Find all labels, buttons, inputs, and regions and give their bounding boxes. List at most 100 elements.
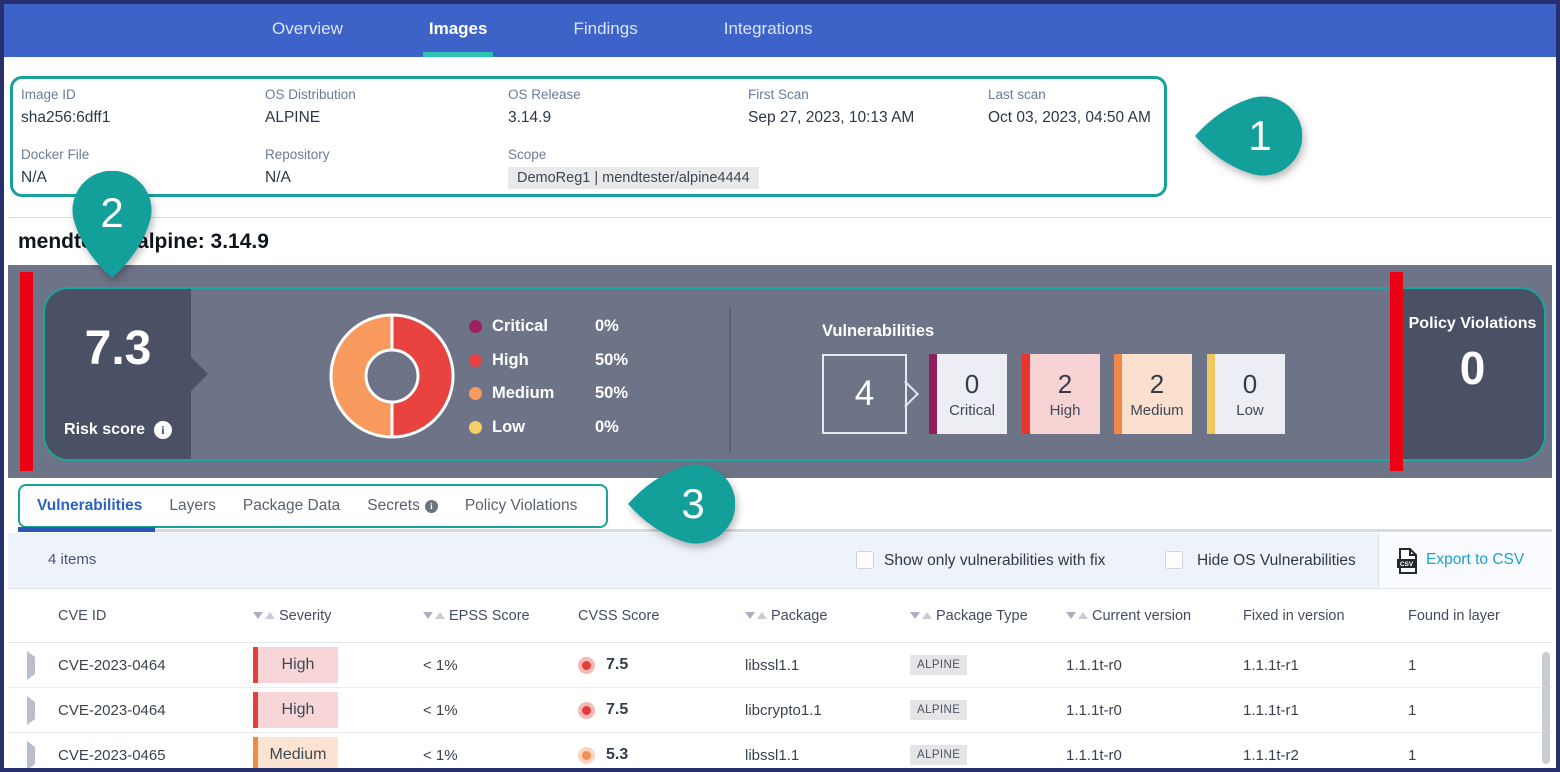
column-header-package-type: Package Type xyxy=(894,608,1050,624)
fixed-in-version-cell: 1.1.1t-r1 xyxy=(1227,702,1392,719)
callout-number: 3 xyxy=(651,462,735,546)
column-label: Current version xyxy=(1092,608,1191,624)
divider xyxy=(8,217,1552,218)
field-repository: Repository N/A xyxy=(265,147,330,187)
sort-asc-icon xyxy=(757,612,767,619)
column-label: CVSS Score xyxy=(578,608,659,624)
callout-number: 1 xyxy=(1218,94,1302,178)
sort-desc-icon xyxy=(253,612,263,619)
cvss-severity-dot-icon xyxy=(578,657,595,674)
fixed-in-version-cell: 1.1.1t-r2 xyxy=(1227,747,1392,764)
count-card-medium: 2 Medium xyxy=(1114,354,1192,434)
field-scope: Scope DemoReg1 | mendtester/alpine4444 xyxy=(508,147,759,189)
nav-tab-integrations[interactable]: Integrations xyxy=(724,0,813,57)
legend-item-critical: Critical 0% xyxy=(469,310,628,344)
legend-item-high: High 50% xyxy=(469,344,628,378)
hide-os-vulns-checkbox[interactable] xyxy=(1165,551,1183,569)
table-row[interactable]: CVE-2023-0464 High < 1% 7.5 libssl1.1 AL… xyxy=(8,643,1552,688)
legend-percent: 50% xyxy=(595,384,628,403)
policy-violations-box: Policy Violations 0 xyxy=(1401,289,1544,459)
field-value: sha256:6dff1 xyxy=(21,109,110,127)
info-icon[interactable]: i xyxy=(154,421,172,439)
sort-desc-icon xyxy=(423,612,433,619)
field-value: 3.14.9 xyxy=(508,109,581,127)
cvss-score-cell: 5.3 xyxy=(606,746,628,764)
count-card-critical: 0 Critical xyxy=(929,354,1007,434)
show-fix-only-checkbox[interactable] xyxy=(856,551,874,569)
csv-file-icon[interactable]: CSV xyxy=(1395,548,1419,579)
tab-layers[interactable]: Layers xyxy=(169,497,216,515)
column-label: EPSS Score xyxy=(449,608,530,624)
expand-row-icon[interactable] xyxy=(27,741,35,770)
tab-secrets[interactable]: Secrets i xyxy=(367,497,438,515)
export-to-csv-button[interactable]: Export to CSV xyxy=(1426,551,1524,569)
tab-policy-violations[interactable]: Policy Violations xyxy=(465,497,578,515)
column-header-current-version: Current version xyxy=(1050,608,1227,624)
legend-item-medium: Medium 50% xyxy=(469,377,628,411)
vulnerabilities-total-box: 4 xyxy=(822,354,907,434)
field-label: Image ID xyxy=(21,87,110,102)
sort-icons[interactable] xyxy=(423,612,445,619)
package-cell: libssl1.1 xyxy=(737,747,894,764)
sort-icons[interactable] xyxy=(910,612,932,619)
nav-tab-overview[interactable]: Overview xyxy=(272,0,343,57)
scope-chip: DemoReg1 | mendtester/alpine4444 xyxy=(508,167,759,189)
info-icon[interactable]: i xyxy=(425,500,438,513)
current-version-cell: 1.1.1t-r0 xyxy=(1050,657,1227,674)
sort-asc-icon xyxy=(435,612,445,619)
donut-slice-medium xyxy=(331,315,392,437)
column-label: CVE ID xyxy=(58,608,106,624)
tab-vulnerabilities[interactable]: Vulnerabilities xyxy=(37,497,142,515)
column-header-cve-id: CVE ID xyxy=(47,608,245,624)
cvss-score-cell: 7.5 xyxy=(606,656,628,674)
found-in-layer-cell: 1 xyxy=(1392,657,1552,674)
tab-package-data[interactable]: Package Data xyxy=(243,497,340,515)
divider xyxy=(1378,533,1379,588)
donut-slice-high xyxy=(392,315,453,437)
table-row[interactable]: CVE-2023-0465 Medium < 1% 5.3 libssl1.1 … xyxy=(8,733,1552,772)
field-label: First Scan xyxy=(748,87,914,102)
alert-stripe-right xyxy=(1390,272,1403,471)
active-tab-underline xyxy=(18,527,155,532)
field-label: Repository xyxy=(265,147,330,162)
column-header-cvss-score: CVSS Score xyxy=(570,608,737,624)
count-label: High xyxy=(1050,402,1081,419)
policy-violations-label: Policy Violations xyxy=(1401,315,1544,333)
table-header-row: CVE ID Severity EPSS Score CVSS Score Pa… xyxy=(8,589,1552,643)
package-type-chip: ALPINE xyxy=(910,745,967,765)
severity-badge: High xyxy=(253,692,338,728)
epss-score-cell: < 1% xyxy=(407,657,570,674)
vertical-scrollbar[interactable] xyxy=(1542,652,1550,764)
legend-percent: 0% xyxy=(595,418,619,437)
count-value: 2 xyxy=(1150,369,1164,400)
severity-badge: Medium xyxy=(253,737,338,772)
cve-id-cell: CVE-2023-0465 xyxy=(47,747,245,764)
cvss-severity-dot-icon xyxy=(578,702,595,719)
app-screen: Overview Images Findings Integrations Im… xyxy=(0,0,1560,772)
nav-tab-findings[interactable]: Findings xyxy=(573,0,637,57)
column-label: Package Type xyxy=(936,608,1028,624)
table-row[interactable]: CVE-2023-0464 High < 1% 7.5 libcrypto1.1… xyxy=(8,688,1552,733)
low-dot-icon xyxy=(469,421,482,434)
count-value: 2 xyxy=(1058,369,1072,400)
sort-desc-icon xyxy=(1066,612,1076,619)
image-metadata-panel: Image ID sha256:6dff1 OS Distribution AL… xyxy=(10,76,1167,197)
vulnerabilities-table: CVE ID Severity EPSS Score CVSS Score Pa… xyxy=(8,589,1552,772)
expand-row-icon[interactable] xyxy=(27,651,35,680)
table-toolbar: 4 items Show only vulnerabilities with f… xyxy=(8,533,1552,589)
field-os-release: OS Release 3.14.9 xyxy=(508,87,581,127)
sort-icons[interactable] xyxy=(745,612,767,619)
legend-label: Medium xyxy=(492,384,595,403)
field-image-id: Image ID sha256:6dff1 xyxy=(21,87,110,127)
current-version-cell: 1.1.1t-r0 xyxy=(1050,702,1227,719)
divider xyxy=(729,307,731,452)
sort-icons[interactable] xyxy=(1066,612,1088,619)
field-value: Oct 03, 2023, 04:50 AM xyxy=(988,109,1151,127)
sort-icons[interactable] xyxy=(253,612,275,619)
cvss-severity-dot-icon xyxy=(578,747,595,764)
nav-tab-images[interactable]: Images xyxy=(429,0,488,57)
vulnerabilities-title: Vulnerabilities xyxy=(822,322,934,341)
expand-row-icon[interactable] xyxy=(27,696,35,725)
count-label: Critical xyxy=(949,402,995,419)
risk-summary-inner-panel: 7.3 Risk score i Critical 0% xyxy=(43,287,1546,461)
